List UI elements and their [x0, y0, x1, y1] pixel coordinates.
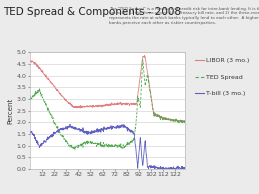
- Y-axis label: Percent: Percent: [8, 97, 14, 124]
- Text: The "TED Spread" is a measure of credit risk for inter-bank lending. It is the d: The "TED Spread" is a measure of credit …: [109, 7, 259, 25]
- Text: TED Spread & Components - 2008: TED Spread & Components - 2008: [3, 7, 181, 17]
- Legend: LIBOR (3 mo.), TED Spread, T-bill (3 mo.): LIBOR (3 mo.), TED Spread, T-bill (3 mo.…: [195, 58, 250, 96]
